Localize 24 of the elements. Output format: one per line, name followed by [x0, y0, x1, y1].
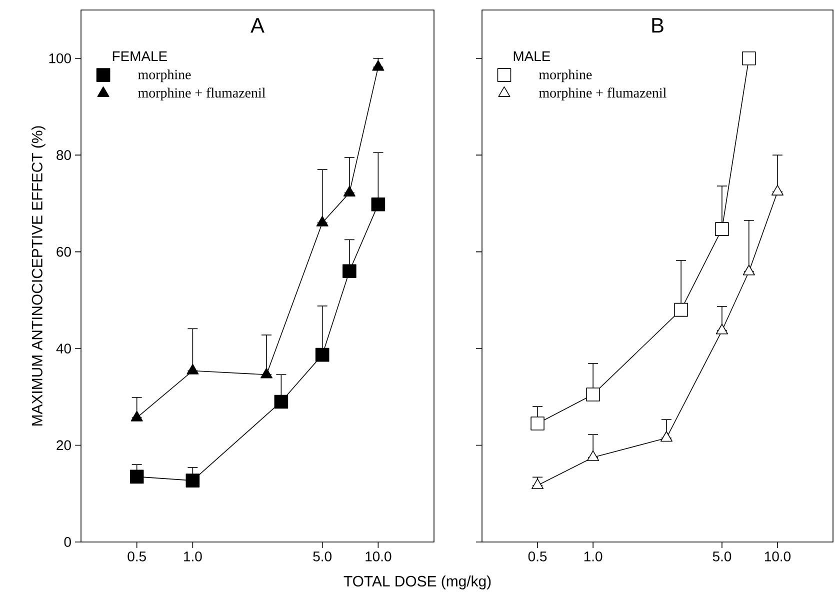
x-tick-label: 1.0: [584, 551, 602, 562]
x-tick-label: 0.5: [528, 551, 547, 562]
chart-title: A: [250, 18, 264, 33]
legend-title: MALE: [514, 51, 550, 62]
legend-label: morphine + flumazenil: [138, 88, 266, 100]
legend-label: morphine: [138, 69, 191, 82]
x-tick-label: 0.5: [128, 551, 146, 562]
legend-title: FEMALE: [112, 51, 167, 62]
x-tick-label: 5.0: [313, 551, 332, 562]
x-tick-label: 10.0: [366, 551, 392, 562]
legend-label: morphine: [539, 69, 592, 82]
y-tick-label: 100: [49, 53, 71, 64]
legend-label: morphine + flumazenil: [539, 88, 666, 100]
x-tick-label: 5.0: [712, 551, 732, 562]
y-tick-label: 0: [64, 537, 71, 547]
y-tick-label: 60: [56, 246, 71, 257]
y-axis-title: MAXIMUM ANTINOCICEPTIVE EFFECT (%): [31, 126, 46, 426]
y-tick-label: 40: [56, 344, 71, 354]
y-tick-label: 80: [56, 150, 71, 160]
x-tick-label: 1.0: [184, 551, 202, 562]
x-axis-title: TOTAL DOSE (mg/kg): [344, 576, 491, 590]
x-tick-label: 10.0: [764, 551, 791, 562]
y-tick-label: 20: [56, 440, 71, 450]
chart-title: B: [652, 18, 664, 33]
